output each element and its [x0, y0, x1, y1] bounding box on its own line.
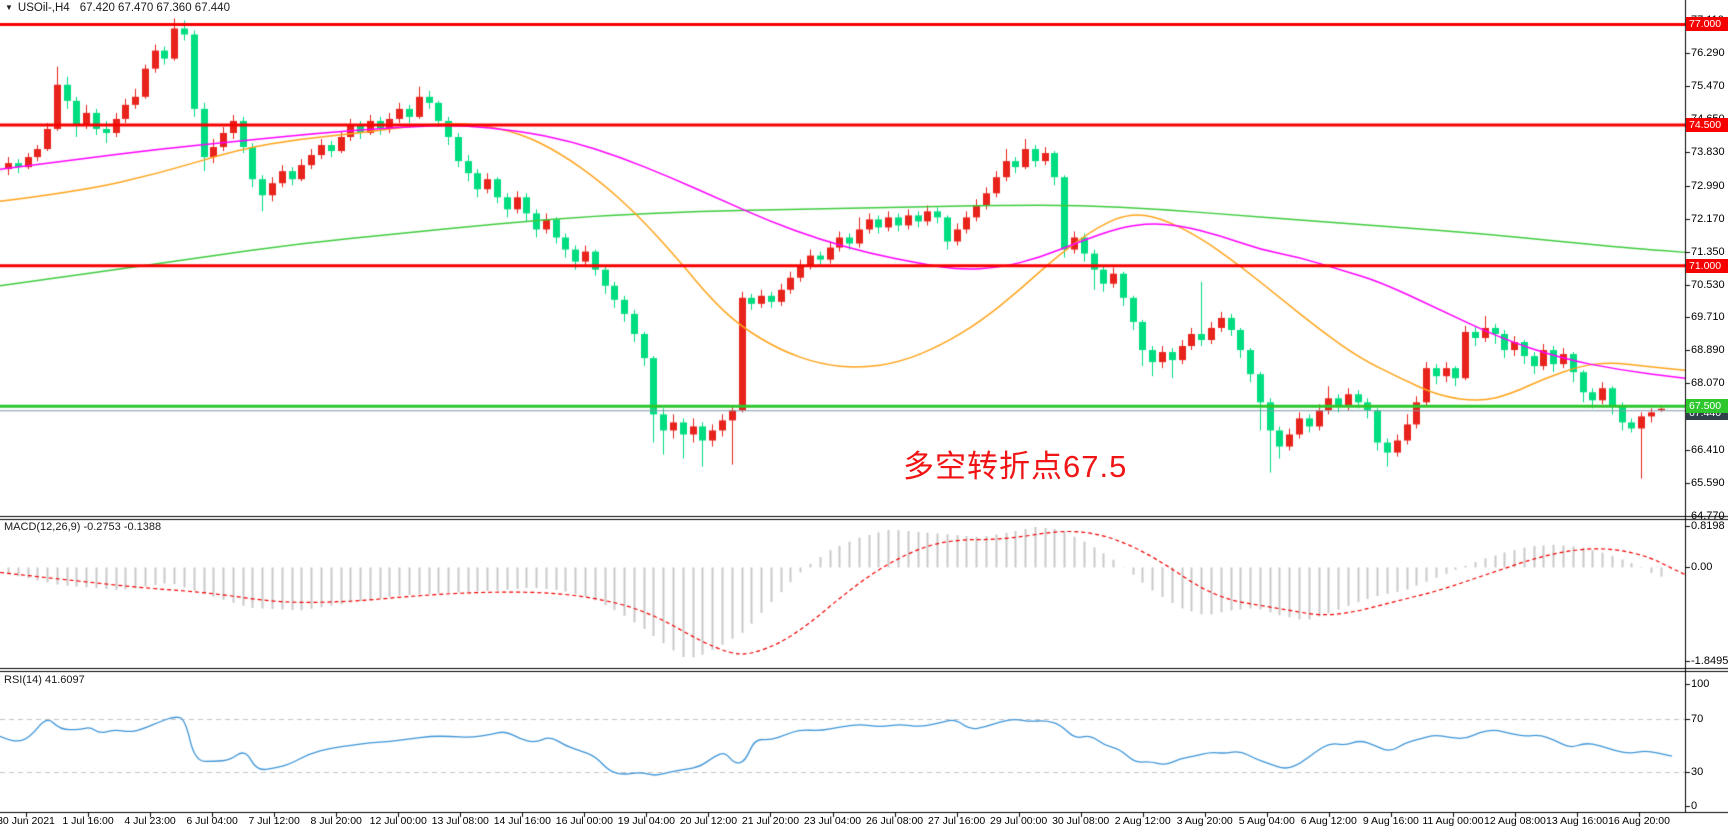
chart-canvas[interactable] [0, 0, 1728, 839]
trading-chart-window: ▼ USOil-,H4 67.420 67.470 67.360 67.440 MA… [0, 0, 1728, 839]
